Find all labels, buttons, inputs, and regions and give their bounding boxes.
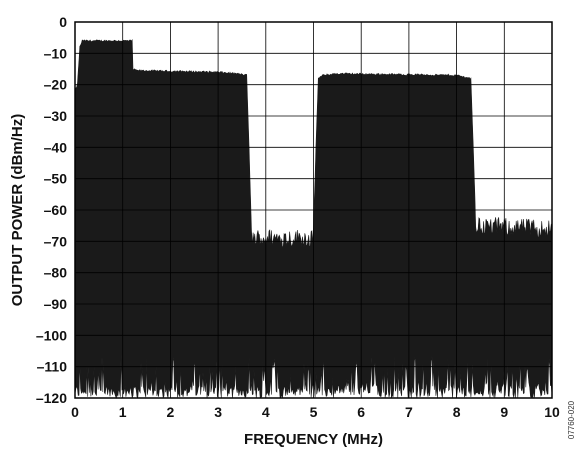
x-tick-label: 9	[500, 404, 508, 420]
y-tick-label: –40	[44, 139, 68, 155]
y-tick-label: 0	[59, 14, 67, 30]
y-tick-label: –90	[44, 296, 68, 312]
y-tick-label: –80	[44, 265, 68, 281]
y-tick-label: –120	[36, 390, 67, 406]
x-tick-label: 5	[310, 404, 318, 420]
x-tick-label: 4	[262, 404, 270, 420]
y-tick-label: –50	[44, 171, 68, 187]
plot-frame	[74, 21, 553, 399]
x-tick-label: 6	[357, 404, 365, 420]
x-tick-label: 1	[119, 404, 127, 420]
x-tick-label: 0	[71, 404, 79, 420]
x-tick-labels: 0 1 2 3 4 5 6 7 8 9 10	[71, 404, 560, 420]
x-axis-title: FREQUENCY (MHz)	[244, 431, 383, 448]
figure-id: 07760-020	[567, 400, 576, 439]
chart-grid	[75, 22, 552, 398]
y-tick-label: –60	[44, 202, 68, 218]
y-tick-label: –10	[44, 45, 68, 61]
y-tick-label: –30	[44, 108, 68, 124]
x-tick-label: 8	[453, 404, 461, 420]
y-tick-label: –100	[36, 327, 67, 343]
x-tick-label: 10	[544, 404, 560, 420]
y-tick-label: –110	[37, 359, 68, 375]
y-tick-label: –20	[44, 77, 68, 93]
y-tick-labels: 0 –10 –20 –30 –40 –50 –60 –70 –80 –90 –100 –110 –120	[36, 14, 67, 406]
y-axis-title: OUTPUT POWER (dBm/Hz)	[9, 114, 26, 307]
x-tick-label: 7	[405, 404, 413, 420]
x-tick-label: 2	[167, 404, 175, 420]
y-tick-label: –70	[44, 233, 68, 249]
x-tick-label: 3	[214, 404, 222, 420]
